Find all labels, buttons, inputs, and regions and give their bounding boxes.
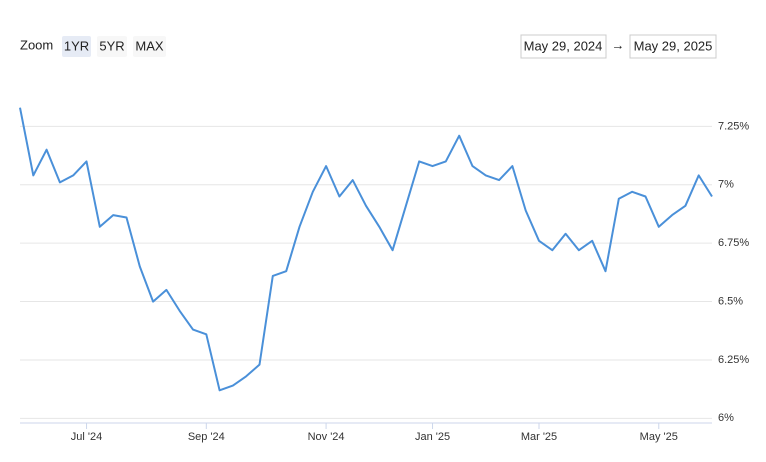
range-button-label[interactable]: MAX: [135, 38, 164, 53]
range-button[interactable]: [62, 36, 91, 57]
line-series: [19, 107, 713, 392]
zoom-label: Zoom: [20, 37, 53, 52]
x-tick-label: May '25: [640, 431, 678, 443]
y-tick-label: 7.25%: [718, 120, 749, 132]
x-tick-label: Jan '25: [415, 431, 450, 443]
x-tick-label: Jul '24: [71, 431, 102, 443]
y-tick-label: 7%: [718, 179, 734, 191]
range-start[interactable]: May 29, 2024: [524, 38, 603, 53]
y-tick-label: 6%: [718, 412, 734, 424]
x-tick-label: Sep '24: [188, 431, 225, 443]
x-tick-label: Nov '24: [308, 431, 345, 443]
range-separator: →: [612, 37, 625, 52]
y-tick-label: 6.5%: [718, 295, 743, 307]
y-tick-label: 6.25%: [718, 354, 749, 366]
x-tick-label: Mar '25: [521, 431, 557, 443]
range-button-label[interactable]: 5YR: [99, 38, 124, 53]
range-end[interactable]: May 29, 2025: [634, 38, 713, 53]
range-button[interactable]: [133, 36, 166, 57]
range-start-box[interactable]: [520, 34, 607, 59]
range-button[interactable]: [97, 36, 127, 57]
range-end-box[interactable]: [629, 34, 717, 59]
range-button-label[interactable]: 1YR: [64, 38, 89, 53]
y-tick-label: 6.75%: [718, 237, 749, 249]
